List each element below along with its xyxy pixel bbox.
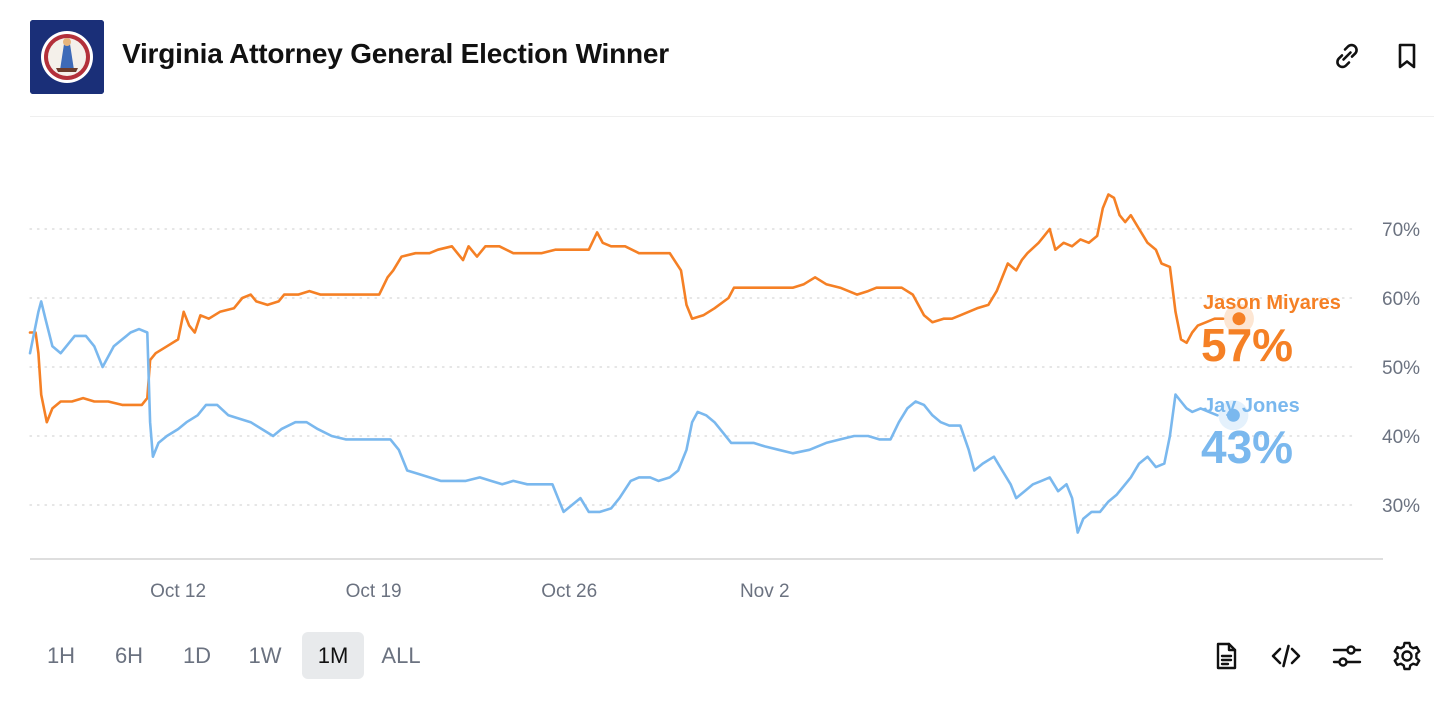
range-6h-button[interactable]: 6H xyxy=(114,642,144,668)
sliders-icon[interactable] xyxy=(1331,640,1363,672)
y-tick-label: 60% xyxy=(1382,289,1420,310)
link-icon[interactable] xyxy=(1331,40,1363,72)
y-tick-label: 30% xyxy=(1382,496,1420,517)
series-value-label: 57% xyxy=(1201,319,1293,371)
series-value-label: 43% xyxy=(1201,421,1293,473)
series-name-label: Jay Jones xyxy=(1203,395,1300,417)
series-end-marker xyxy=(1232,312,1246,326)
settings-gear-icon[interactable] xyxy=(1391,640,1423,672)
series-line-miyares xyxy=(28,193,1225,424)
range-1m-button[interactable]: 1M xyxy=(302,632,364,679)
price-history-chart: 70% 60% 50% 40% 30% Oct 12 Oct 19 Oct 26 Nov 2 Ja… xyxy=(28,193,1420,602)
range-all-button[interactable]: ALL xyxy=(381,642,421,668)
y-tick-label: 70% xyxy=(1382,220,1420,241)
embed-code-icon[interactable] xyxy=(1270,640,1302,672)
x-tick-label: Oct 12 xyxy=(150,581,206,602)
series-name-label: Jason Miyares xyxy=(1203,292,1341,314)
page-title: Virginia Attorney General Election Winne… xyxy=(122,38,670,69)
x-tick-label: Oct 19 xyxy=(346,581,402,602)
document-icon[interactable] xyxy=(1210,640,1242,672)
range-1w-button[interactable]: 1W xyxy=(248,642,282,668)
range-1h-button[interactable]: 1H xyxy=(46,642,76,668)
header-divider xyxy=(30,116,1434,117)
series-end-marker xyxy=(1226,408,1240,422)
virginia-flag-icon xyxy=(30,20,104,94)
x-tick-label: Oct 26 xyxy=(541,581,597,602)
x-tick-label: Nov 2 xyxy=(740,581,790,602)
market-header: Virginia Attorney General Election Winne… xyxy=(0,0,1456,116)
y-tick-label: 50% xyxy=(1382,358,1420,379)
time-range-selector: 1H 6H 1D 1W 1M ALL xyxy=(30,632,432,680)
bookmark-icon[interactable] xyxy=(1391,40,1423,72)
range-1d-button[interactable]: 1D xyxy=(182,642,212,668)
y-tick-label: 40% xyxy=(1382,427,1420,448)
series-line-jones xyxy=(28,300,1219,534)
